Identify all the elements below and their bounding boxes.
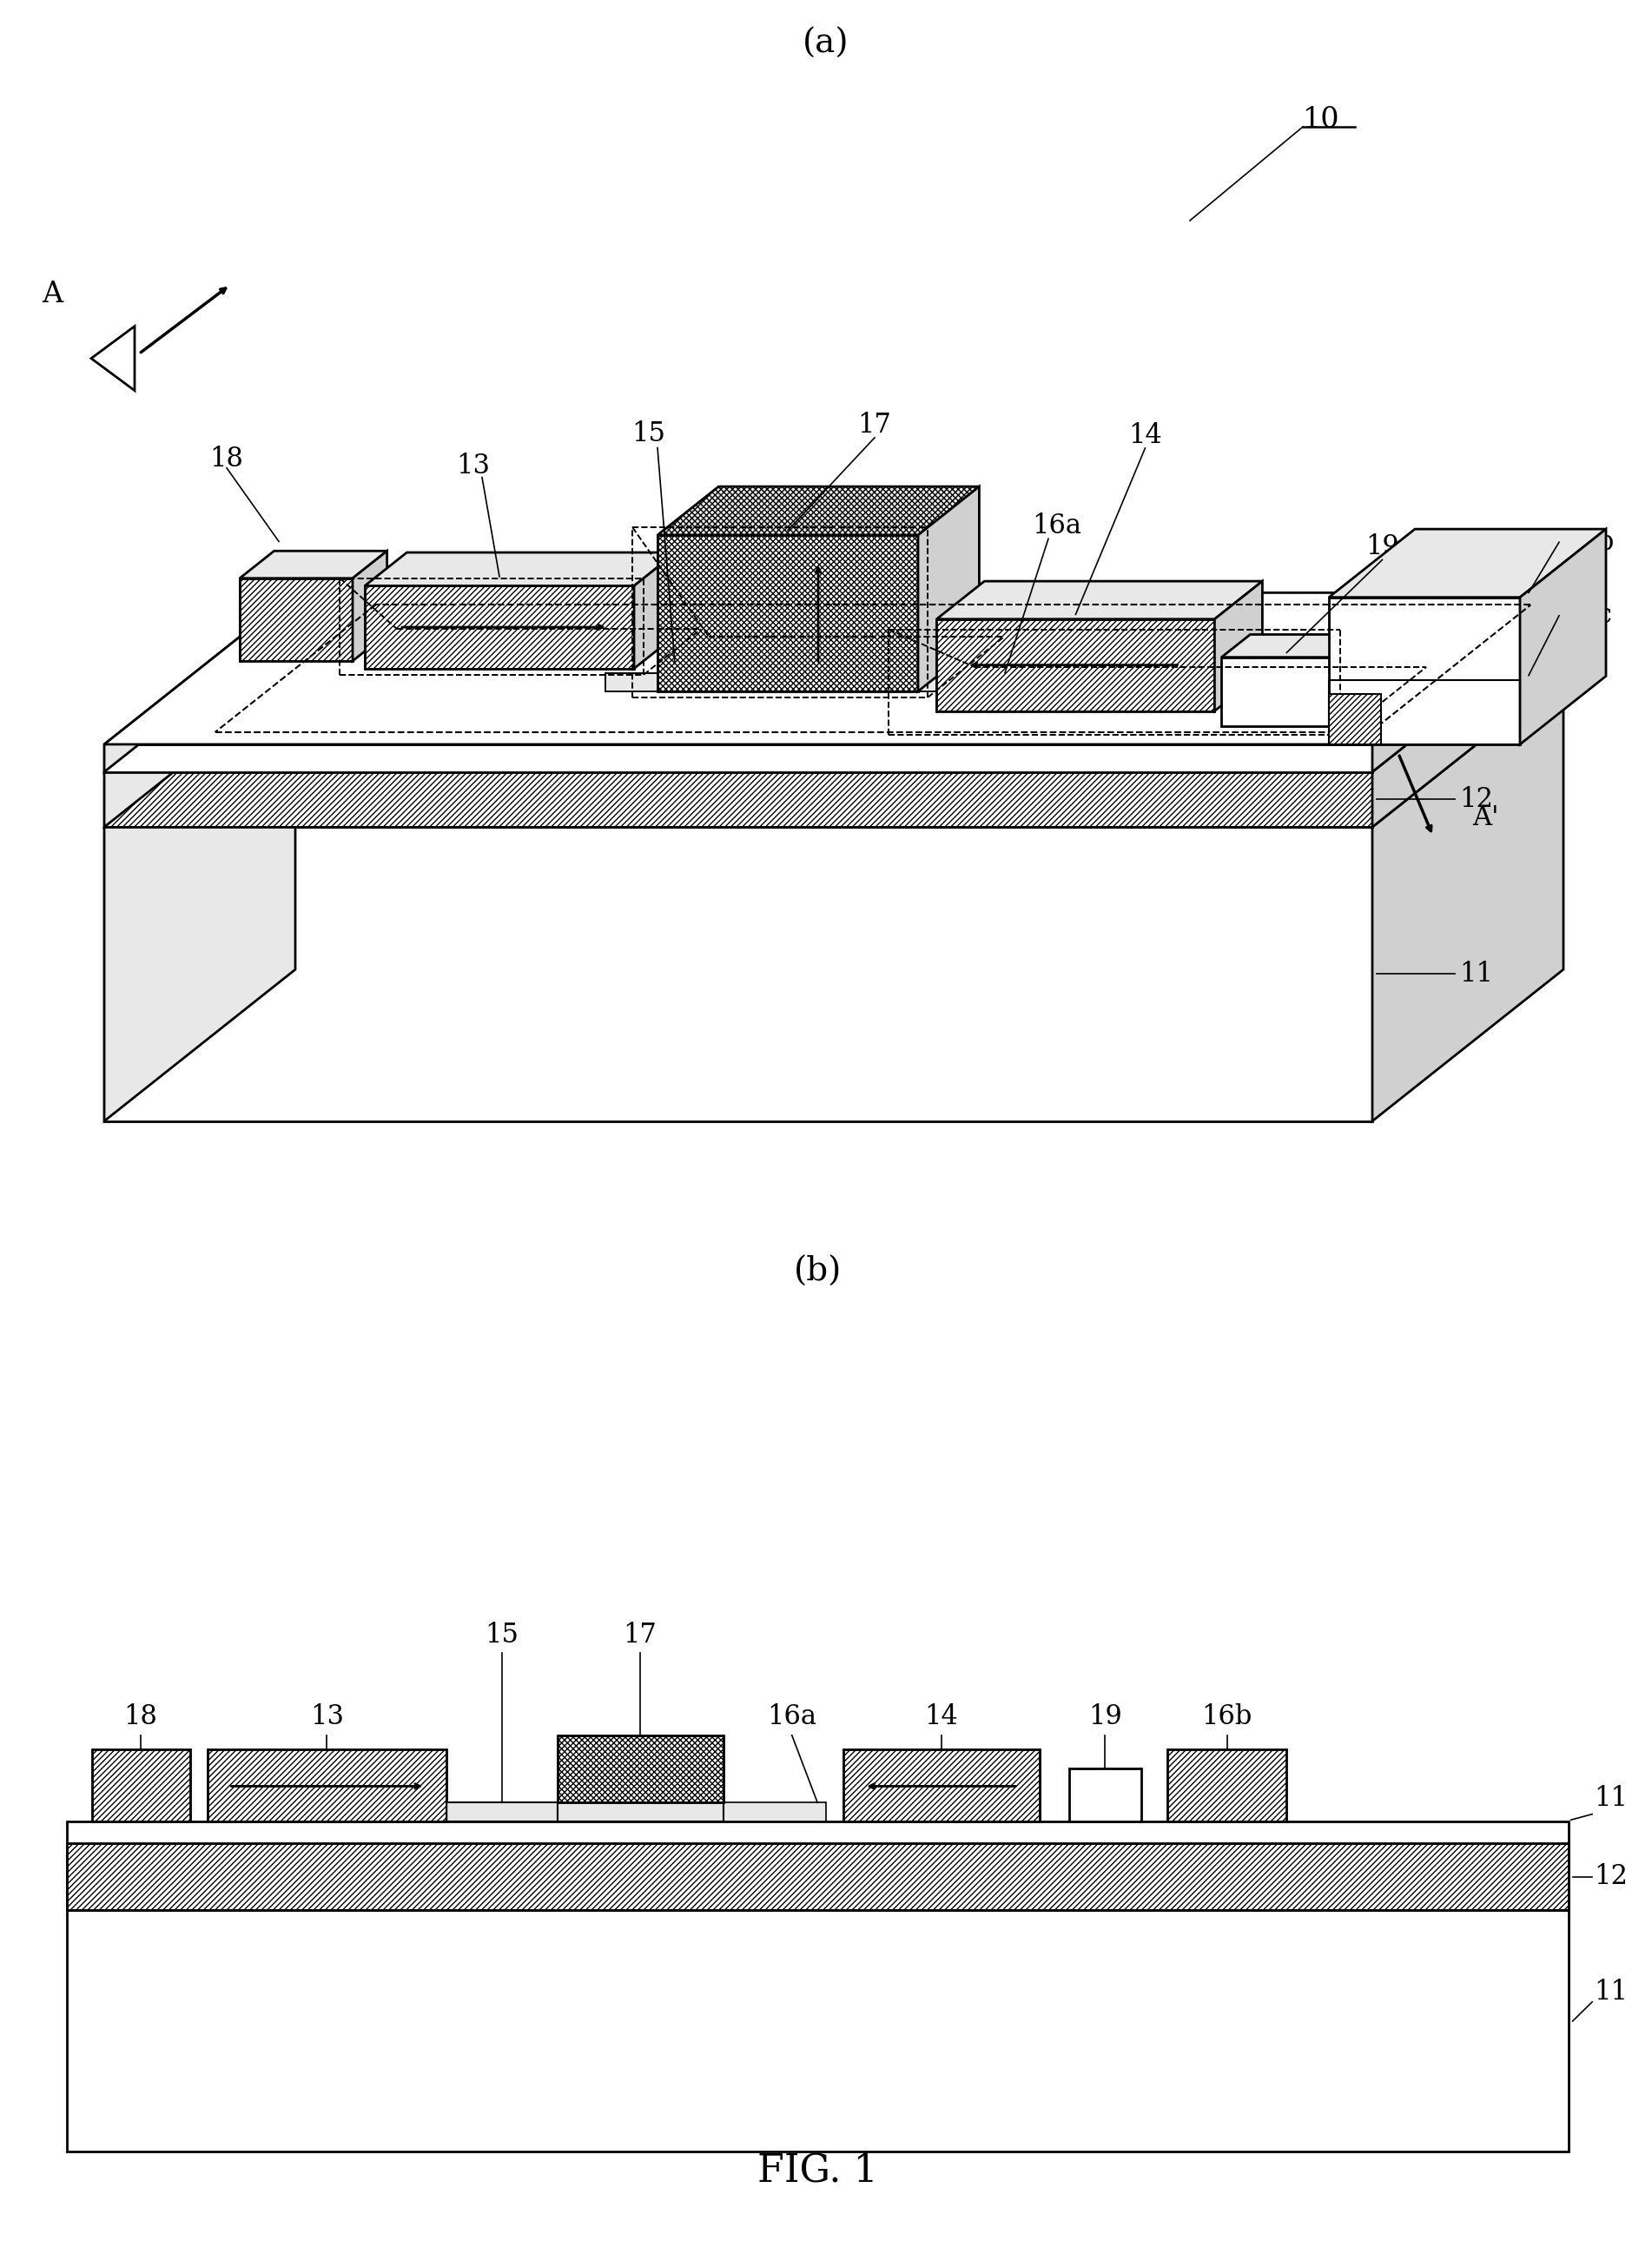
- Text: 19: 19: [1089, 1704, 1122, 1731]
- Polygon shape: [104, 593, 296, 771]
- Text: 18: 18: [210, 446, 243, 473]
- Polygon shape: [352, 550, 387, 660]
- Text: 13: 13: [456, 453, 491, 480]
- Polygon shape: [446, 1803, 557, 1821]
- Polygon shape: [1069, 1769, 1142, 1821]
- Polygon shape: [104, 771, 1373, 827]
- Polygon shape: [1221, 658, 1335, 726]
- Polygon shape: [365, 552, 676, 586]
- Polygon shape: [605, 674, 988, 692]
- Text: (a): (a): [803, 27, 849, 59]
- Polygon shape: [1335, 633, 1363, 726]
- Polygon shape: [66, 1844, 1568, 1911]
- Text: 17: 17: [857, 410, 892, 437]
- Polygon shape: [104, 620, 296, 827]
- Polygon shape: [1214, 582, 1262, 710]
- Polygon shape: [919, 487, 980, 692]
- Polygon shape: [937, 582, 1262, 620]
- Polygon shape: [66, 1821, 1568, 1844]
- Text: 19: 19: [1366, 534, 1399, 561]
- Polygon shape: [240, 550, 387, 579]
- Text: 17: 17: [623, 1621, 657, 1648]
- Text: 12: 12: [1459, 787, 1493, 814]
- Polygon shape: [843, 1749, 1039, 1821]
- Polygon shape: [438, 1803, 826, 1821]
- Polygon shape: [104, 593, 1563, 744]
- Text: A': A': [1472, 805, 1498, 832]
- Text: 11: 11: [1594, 1979, 1627, 2006]
- Text: 10: 10: [1303, 106, 1340, 133]
- Polygon shape: [365, 586, 634, 669]
- Text: 16a: 16a: [1032, 512, 1082, 539]
- Text: 16b: 16b: [1201, 1704, 1252, 1731]
- Text: 13: 13: [311, 1704, 344, 1731]
- Polygon shape: [557, 1803, 724, 1821]
- Polygon shape: [634, 552, 676, 669]
- Text: 11: 11: [1459, 960, 1493, 987]
- Text: 14: 14: [925, 1704, 958, 1731]
- Polygon shape: [1373, 676, 1563, 1120]
- Polygon shape: [104, 744, 1373, 771]
- Polygon shape: [1328, 694, 1381, 744]
- Text: FIG. 1: FIG. 1: [757, 2153, 877, 2189]
- Text: (b): (b): [793, 1255, 841, 1287]
- Polygon shape: [1168, 1749, 1287, 1821]
- Polygon shape: [1221, 633, 1363, 658]
- Polygon shape: [93, 1749, 190, 1821]
- Polygon shape: [240, 579, 352, 660]
- Polygon shape: [1328, 597, 1520, 744]
- Polygon shape: [66, 1911, 1568, 2150]
- Text: 12: 12: [1594, 1864, 1627, 1891]
- Polygon shape: [1373, 593, 1563, 771]
- Polygon shape: [937, 620, 1214, 710]
- Text: 18: 18: [124, 1704, 157, 1731]
- Polygon shape: [557, 1736, 724, 1803]
- Polygon shape: [1520, 530, 1606, 744]
- Polygon shape: [1373, 620, 1563, 827]
- Polygon shape: [104, 827, 1373, 1120]
- Text: 15: 15: [484, 1621, 519, 1648]
- Text: 16c: 16c: [1563, 602, 1612, 629]
- Polygon shape: [208, 1749, 446, 1821]
- Polygon shape: [657, 534, 919, 692]
- Polygon shape: [657, 487, 980, 534]
- Text: 11: 11: [1594, 1785, 1627, 1812]
- Text: A: A: [41, 279, 63, 309]
- Text: 15: 15: [631, 421, 666, 449]
- Text: 14: 14: [1128, 421, 1161, 449]
- Text: 16a: 16a: [767, 1704, 816, 1731]
- Text: 16b: 16b: [1563, 530, 1614, 557]
- Polygon shape: [104, 676, 296, 1120]
- Polygon shape: [1328, 530, 1606, 597]
